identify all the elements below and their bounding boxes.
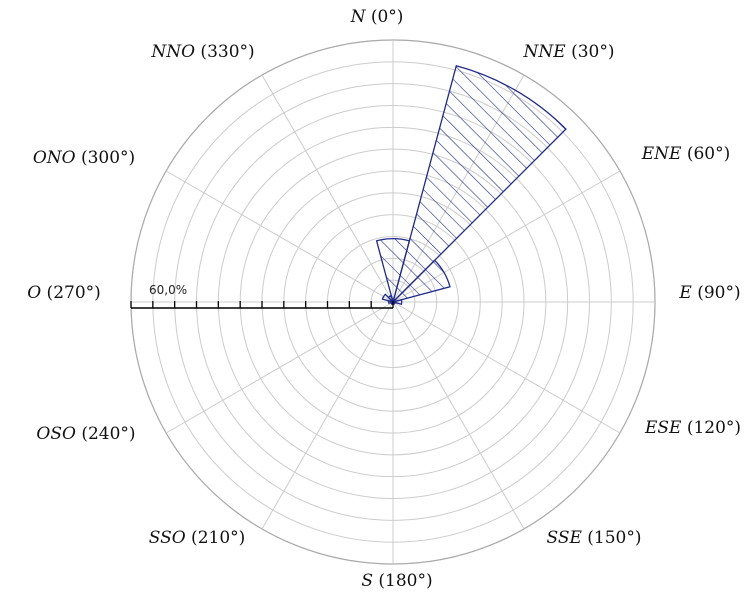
direction-abbr: N bbox=[350, 7, 367, 27]
direction-label-sse: SSE (150°) bbox=[546, 528, 641, 548]
direction-angle: (180°) bbox=[373, 571, 433, 591]
direction-angle: (0°) bbox=[365, 7, 403, 27]
direction-abbr: NNE bbox=[523, 42, 567, 62]
direction-labels: N (0°) NNE (30°) ENE (60°) E (90°) ESE (120°… bbox=[27, 7, 741, 591]
grid-spoke bbox=[165, 170, 394, 303]
direction-label-oso: OSO (240°) bbox=[36, 424, 135, 444]
direction-abbr: NNO bbox=[150, 42, 195, 62]
direction-angle: (150°) bbox=[582, 528, 642, 548]
direction-label-nno: NNO (330°) bbox=[150, 42, 254, 62]
direction-abbr: ENE bbox=[641, 144, 682, 164]
direction-angle: (270°) bbox=[41, 283, 101, 303]
direction-angle: (120°) bbox=[681, 418, 741, 438]
direction-abbr: E bbox=[678, 283, 692, 303]
direction-angle: (90°) bbox=[692, 283, 741, 303]
direction-label-e: E (90°) bbox=[678, 283, 740, 303]
direction-angle: (240°) bbox=[76, 424, 136, 444]
direction-abbr: SSE bbox=[546, 528, 582, 548]
direction-angle: (210°) bbox=[186, 528, 246, 548]
grid-spoke bbox=[165, 301, 394, 434]
grid-spoke bbox=[392, 301, 525, 530]
sector-bar-nno bbox=[387, 294, 395, 305]
grid-spoke bbox=[261, 301, 394, 530]
direction-label-o: O (270°) bbox=[27, 283, 101, 303]
direction-label-n: N (0°) bbox=[350, 7, 404, 27]
direction-abbr: OSO bbox=[36, 424, 76, 444]
direction-angle: (30°) bbox=[566, 42, 615, 62]
direction-abbr: S bbox=[361, 571, 373, 591]
direction-abbr: ONO bbox=[33, 148, 76, 168]
sector-bar-e bbox=[390, 298, 403, 306]
direction-label-s: S (180°) bbox=[361, 571, 432, 591]
direction-label-nne: NNE (30°) bbox=[523, 42, 615, 62]
direction-label-sso: SSO (210°) bbox=[149, 528, 246, 548]
grid-spoke bbox=[261, 74, 394, 303]
grid-spoke bbox=[392, 301, 621, 434]
sector-bar-nne bbox=[391, 65, 567, 305]
direction-label-ono: ONO (300°) bbox=[33, 148, 135, 168]
direction-abbr: SSO bbox=[149, 528, 186, 548]
direction-abbr: ESE bbox=[644, 418, 682, 438]
radial-scale-axis: 60,0% bbox=[130, 283, 394, 309]
scale-max-label: 60,0% bbox=[149, 283, 187, 297]
direction-abbr: O bbox=[27, 283, 41, 303]
direction-angle: (300°) bbox=[76, 148, 136, 168]
direction-label-ese: ESE (120°) bbox=[644, 418, 741, 438]
sector-bar-ene bbox=[390, 259, 451, 304]
direction-angle: (60°) bbox=[681, 144, 730, 164]
sector-bars bbox=[375, 65, 567, 306]
direction-angle: (330°) bbox=[195, 42, 255, 62]
direction-label-ene: ENE (60°) bbox=[641, 144, 731, 164]
